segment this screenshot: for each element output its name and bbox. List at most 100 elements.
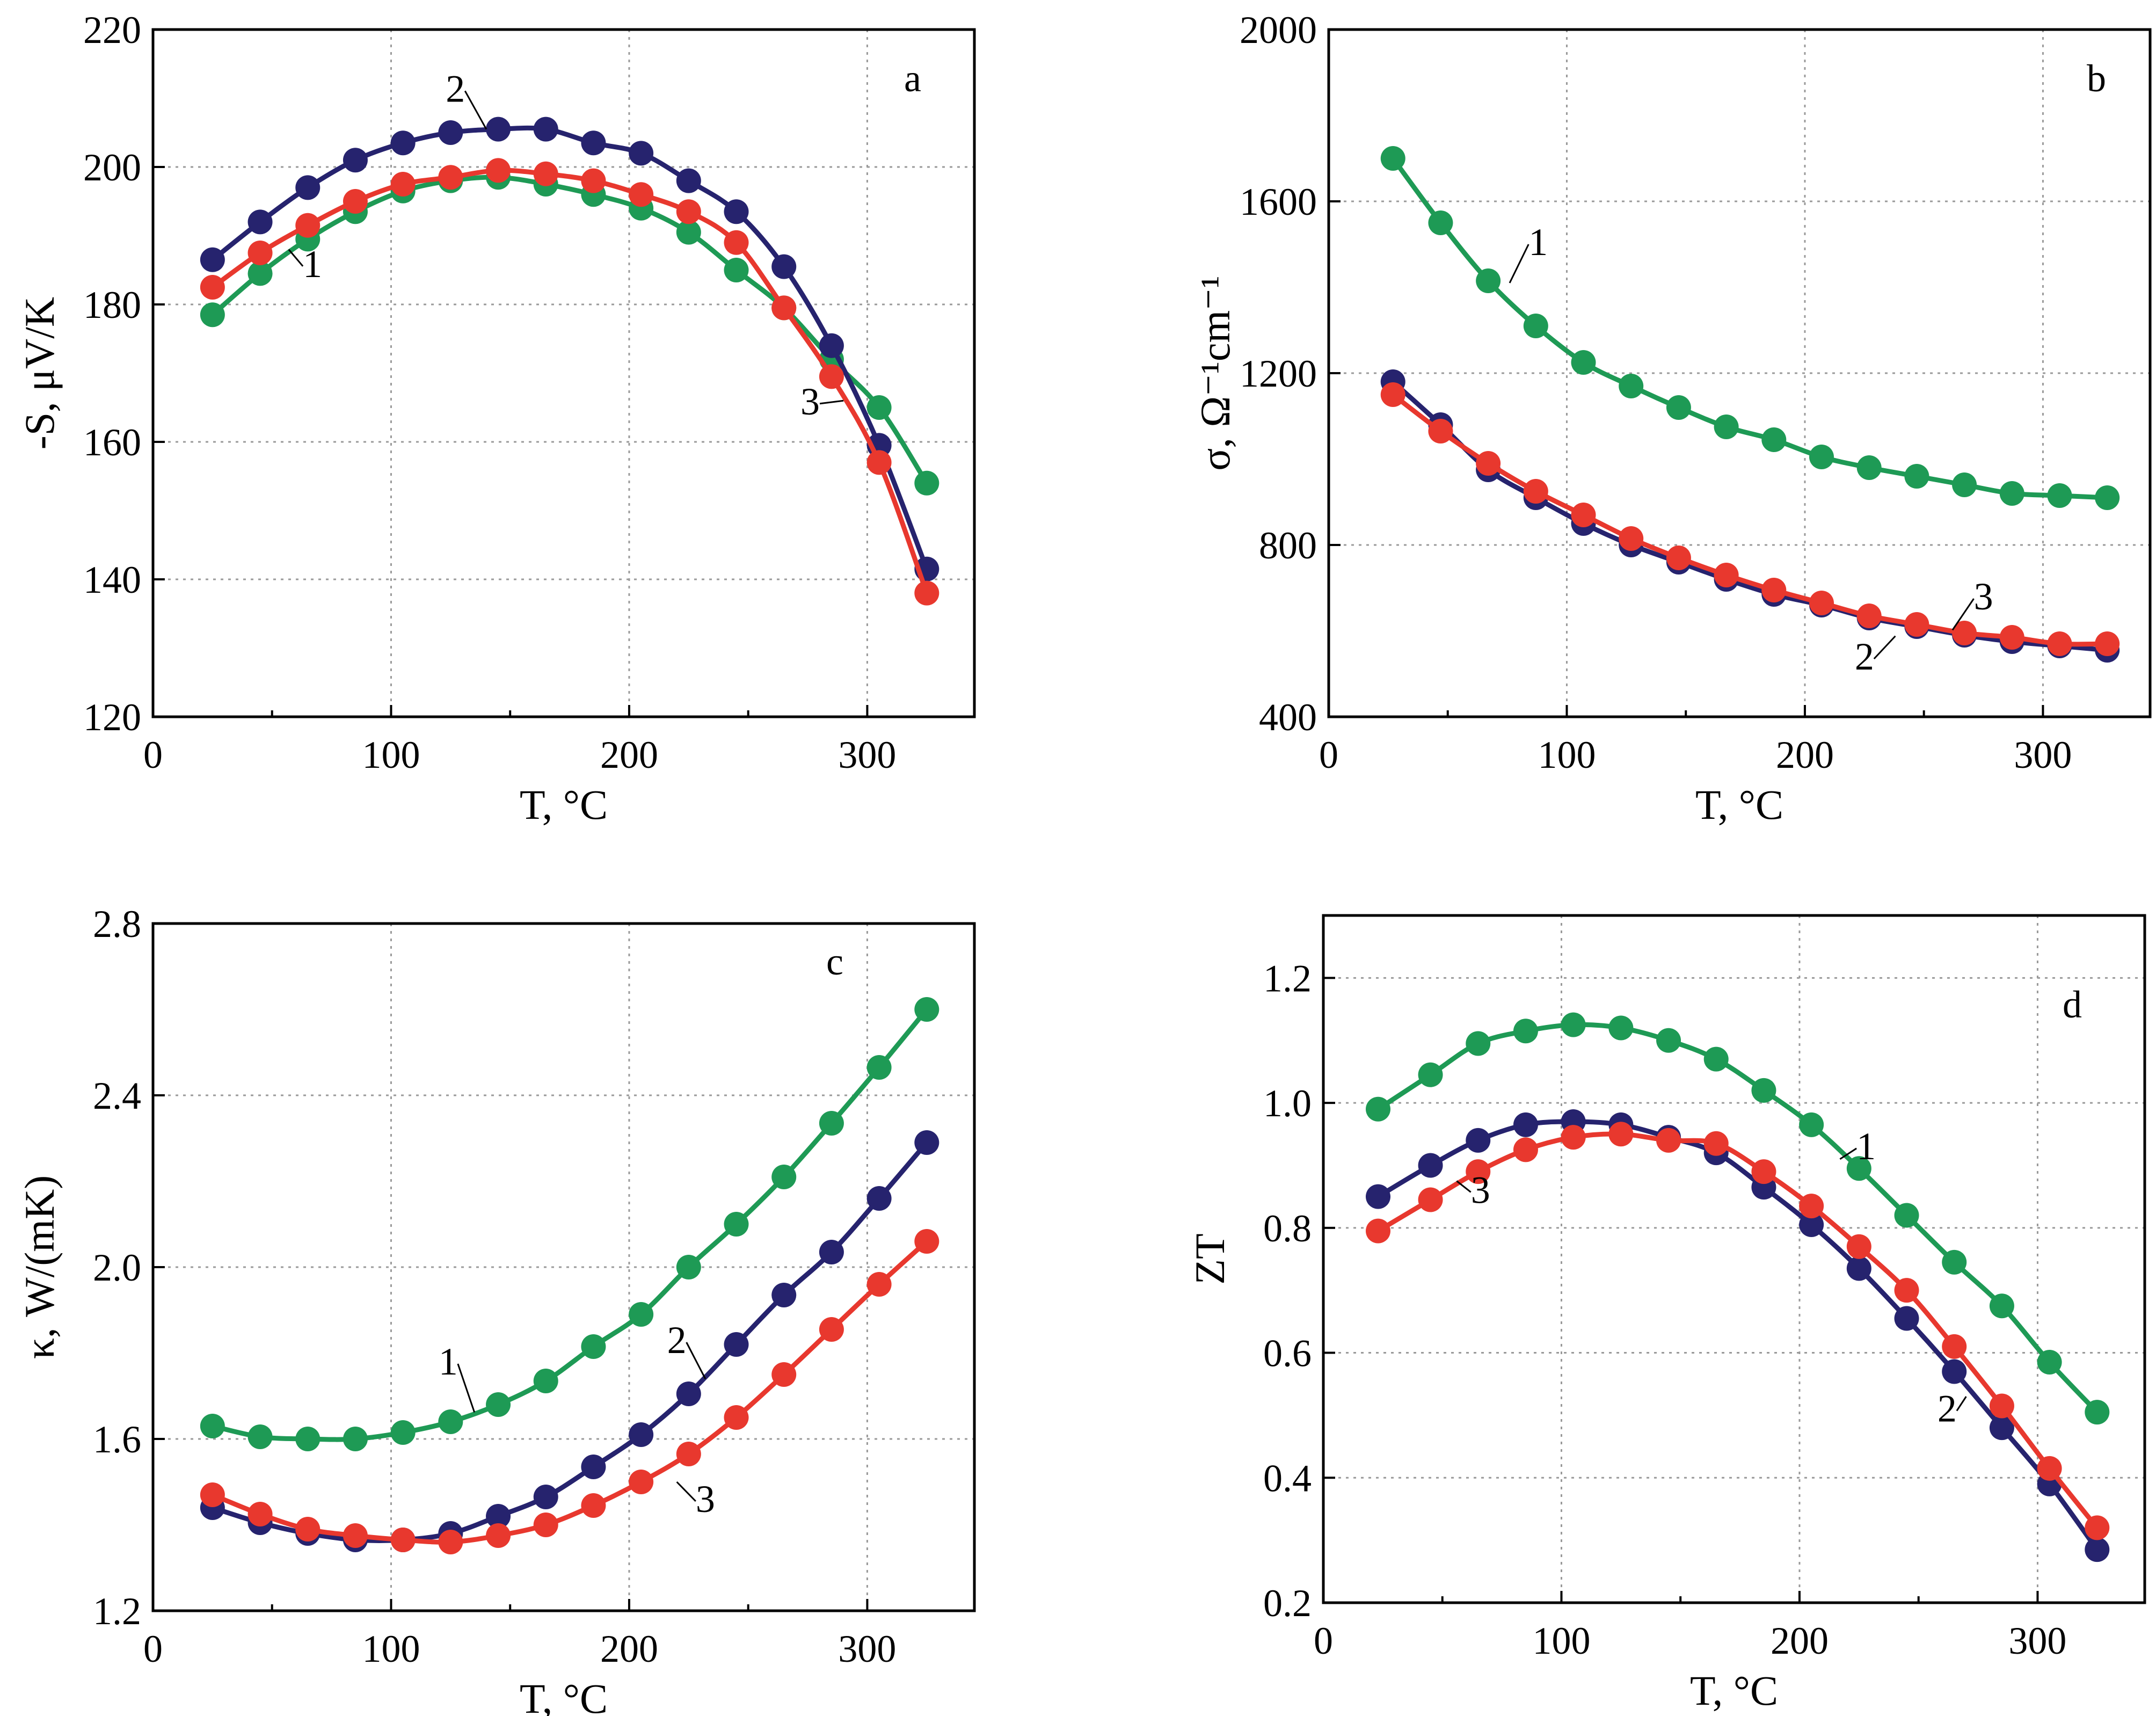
curve-label: 2 (1938, 1387, 1957, 1430)
data-point (1619, 374, 1644, 398)
data-point (533, 1369, 558, 1393)
data-point (1751, 1159, 1776, 1184)
series-line (1391, 380, 2108, 653)
data-point (1513, 1019, 1538, 1044)
curve-label: 3 (1471, 1168, 1490, 1211)
x-tick-label: 200 (1776, 733, 1834, 776)
plot-frame (1322, 914, 2146, 1604)
data-point (343, 148, 368, 173)
data-point (390, 172, 416, 197)
data-point (1466, 1031, 1491, 1056)
curve-label: 1 (439, 1340, 458, 1383)
data-point (629, 1470, 654, 1494)
data-point (343, 1523, 368, 1548)
data-point (866, 450, 892, 475)
data-point (1703, 1131, 1729, 1156)
axes: 0 100 200 300 400 800 1200 1600 2000 (1240, 9, 2072, 776)
data-point (771, 254, 797, 279)
data-point (533, 1513, 558, 1537)
y-tick-label: 2000 (1240, 9, 1317, 52)
data-point (1366, 1096, 1390, 1122)
data-point (676, 1442, 701, 1466)
data-point (486, 117, 511, 142)
data-point (1714, 563, 1739, 587)
series-3 (200, 158, 939, 606)
data-point (2085, 1400, 2110, 1425)
data-point (676, 1255, 701, 1279)
data-point (1942, 1334, 1967, 1359)
x-axis-title: T, °C (520, 1675, 608, 1716)
data-point (438, 1409, 463, 1434)
data-point (581, 1455, 606, 1479)
data-point (819, 1317, 844, 1342)
data-point (676, 220, 701, 245)
data-point (1714, 415, 1739, 439)
data-point (1809, 591, 1834, 615)
data-point (724, 1212, 749, 1237)
y-axis-title: -S, μV/K (16, 297, 63, 450)
data-point (247, 241, 273, 265)
y-tick-label: 400 (1259, 696, 1317, 739)
data-point (2095, 485, 2120, 510)
data-point (1989, 1415, 2014, 1441)
data-point (533, 1485, 558, 1509)
y-axis-title: σ, Ω⁻¹cm⁻¹ (1192, 275, 1239, 470)
data-point (1476, 268, 1501, 293)
curve-label: 2 (446, 67, 465, 110)
data-point (1476, 451, 1501, 476)
x-tick-label: 100 (1538, 733, 1596, 776)
y-tick-label: 2.4 (93, 1074, 141, 1117)
data-point (1809, 445, 1834, 469)
curve-label: 3 (696, 1478, 715, 1521)
x-tick-label: 100 (362, 1627, 420, 1670)
curve-label-leader (1951, 598, 1975, 631)
data-point (1799, 1112, 1824, 1137)
data-point (1856, 603, 1882, 628)
data-point (1380, 146, 1405, 171)
data-point (819, 364, 844, 389)
panel-c: 0 100 200 300 1.2 1.6 2.0 2.4 2.8 T, °C κ, W/(mK) c… (16, 903, 976, 1716)
data-point (676, 168, 701, 193)
data-point (247, 209, 273, 235)
data-point (866, 1186, 892, 1211)
y-tick-label: 2.8 (93, 903, 141, 946)
data-point (914, 470, 939, 496)
data-point (200, 275, 225, 300)
data-point (1608, 1122, 1634, 1147)
data-point (1952, 621, 1977, 645)
data-point (533, 117, 558, 142)
data-point (1942, 1359, 1967, 1384)
data-point (1703, 1046, 1729, 1072)
data-point (676, 1381, 701, 1406)
data-point (866, 1055, 892, 1080)
data-point (200, 1482, 225, 1507)
data-point (1428, 210, 1453, 235)
data-point (914, 1130, 939, 1155)
y-tick-label: 1.2 (1263, 957, 1312, 1000)
data-point (1989, 1393, 2014, 1419)
data-point (1846, 1256, 1871, 1281)
data-point (1608, 1015, 1634, 1041)
data-point (629, 182, 654, 207)
curve-label: 3 (800, 380, 820, 423)
series-line (1391, 392, 2108, 647)
x-tick-label: 200 (1771, 1619, 1829, 1662)
series-1 (1380, 146, 2120, 510)
curve-label-leader (1456, 1180, 1472, 1193)
data-point (1561, 1125, 1586, 1150)
data-point (1999, 625, 2024, 650)
curve-label-leader (686, 1342, 706, 1379)
data-point (486, 158, 511, 183)
data-point (1666, 546, 1691, 570)
data-point (2085, 1537, 2110, 1562)
data-point (438, 1530, 463, 1554)
curve-label: 2 (667, 1319, 687, 1362)
data-point (343, 1427, 368, 1451)
data-point (2037, 1350, 2062, 1375)
y-tick-label: 120 (83, 696, 141, 739)
data-point (1761, 578, 1787, 602)
data-point (771, 1165, 797, 1189)
x-tick-label: 300 (2008, 1619, 2066, 1662)
gridlines (1323, 915, 2145, 1603)
